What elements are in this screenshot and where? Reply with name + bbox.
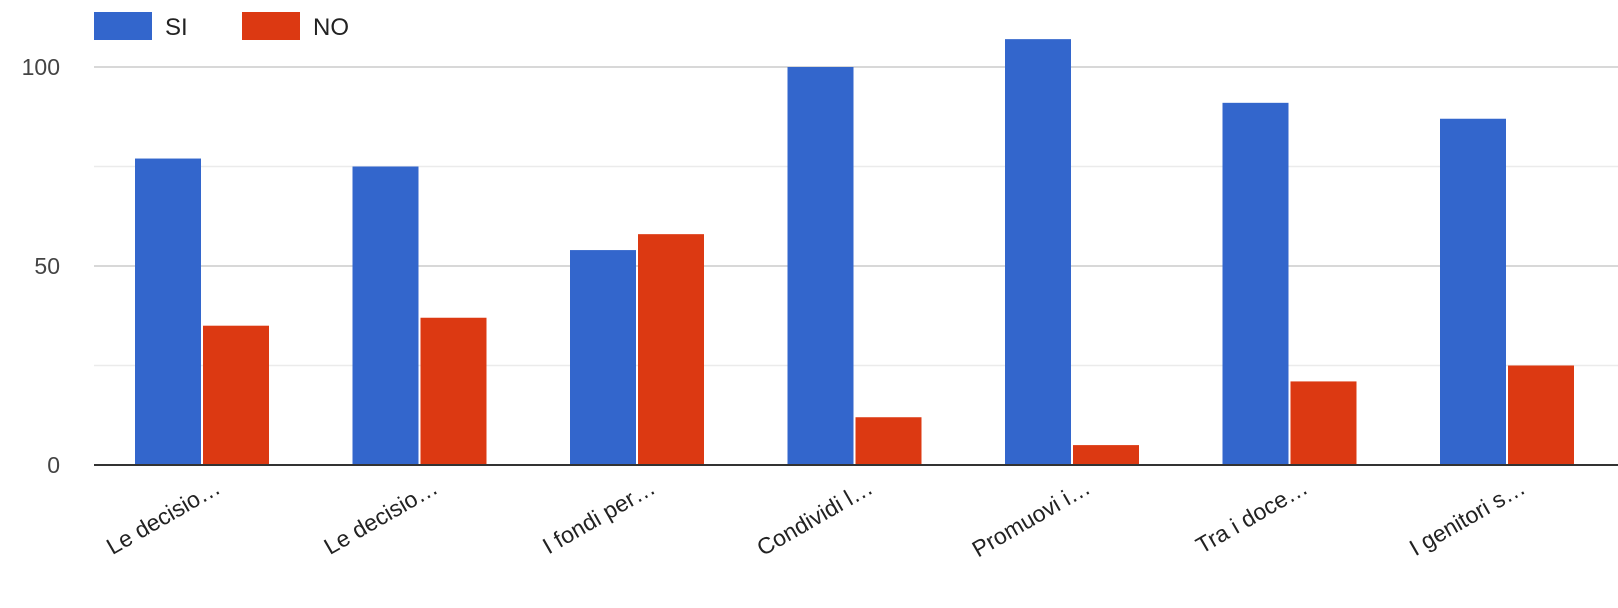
bar-no[interactable] xyxy=(1290,381,1357,465)
bar-si[interactable] xyxy=(352,166,419,466)
bar-si[interactable] xyxy=(570,250,636,465)
legend-swatch-si xyxy=(94,12,152,40)
y-axis: 0 50 100 xyxy=(22,54,60,478)
bar-no[interactable] xyxy=(638,234,704,465)
bar-si[interactable] xyxy=(135,158,201,466)
y-tick-label: 100 xyxy=(22,54,60,80)
bar-no[interactable] xyxy=(203,325,269,465)
bars xyxy=(135,39,1574,466)
gridlines xyxy=(94,66,1618,367)
bar-no[interactable] xyxy=(1508,365,1574,466)
y-tick-label: 0 xyxy=(47,452,60,478)
bar-no[interactable] xyxy=(1073,445,1139,465)
x-tick-label: Tra i doce… xyxy=(1191,474,1312,559)
bar-si[interactable] xyxy=(1222,102,1289,465)
legend: SI NO xyxy=(94,12,349,41)
x-axis: Le decisio… Le decisio… I fondi per… Condiv… xyxy=(102,474,1530,562)
legend-label-no: NO xyxy=(313,14,349,41)
bar-no[interactable] xyxy=(420,317,487,465)
x-tick-label: Promuovi i… xyxy=(967,474,1094,562)
legend-swatch-no xyxy=(242,12,300,40)
y-tick-label: 50 xyxy=(34,253,60,279)
legend-label-si: SI xyxy=(165,14,188,41)
x-tick-label: Le decisio… xyxy=(319,474,442,560)
bar-si[interactable] xyxy=(1440,118,1506,466)
bar-si[interactable] xyxy=(787,67,854,465)
x-tick-label: Le decisio… xyxy=(102,474,225,560)
bar-no[interactable] xyxy=(855,417,922,465)
x-tick-label: Condividi l… xyxy=(752,474,877,561)
x-tick-label: I genitori s… xyxy=(1405,474,1530,561)
x-tick-label: I fondi per… xyxy=(538,474,660,559)
bar-si[interactable] xyxy=(1005,39,1071,465)
